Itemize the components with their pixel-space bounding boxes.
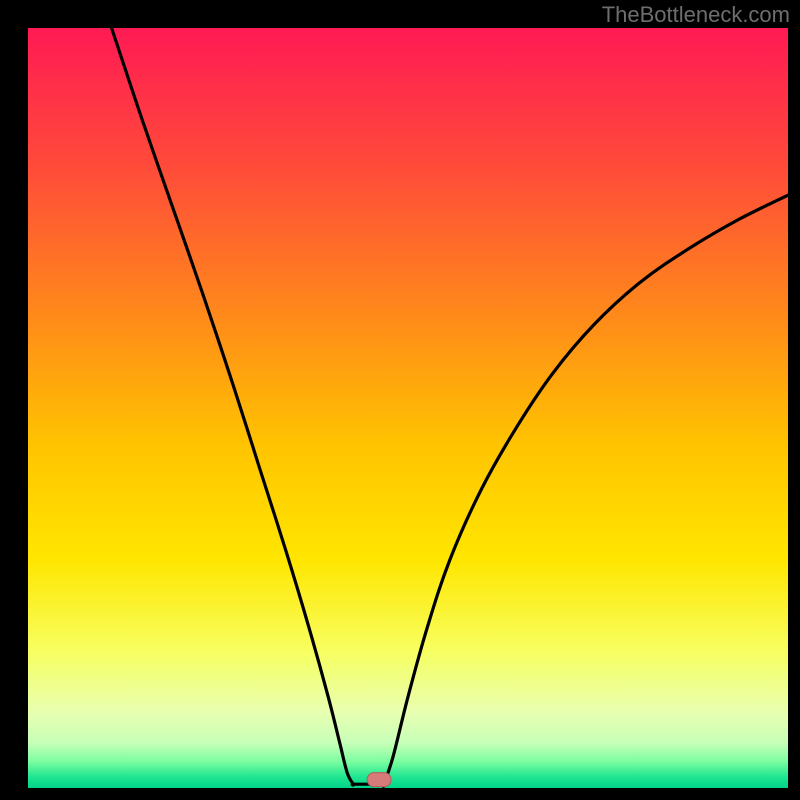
bottleneck-chart (0, 0, 800, 800)
watermark-label: TheBottleneck.com (602, 2, 790, 28)
optimum-marker (367, 773, 391, 787)
chart-container: TheBottleneck.com (0, 0, 800, 800)
gradient-background (28, 28, 788, 788)
